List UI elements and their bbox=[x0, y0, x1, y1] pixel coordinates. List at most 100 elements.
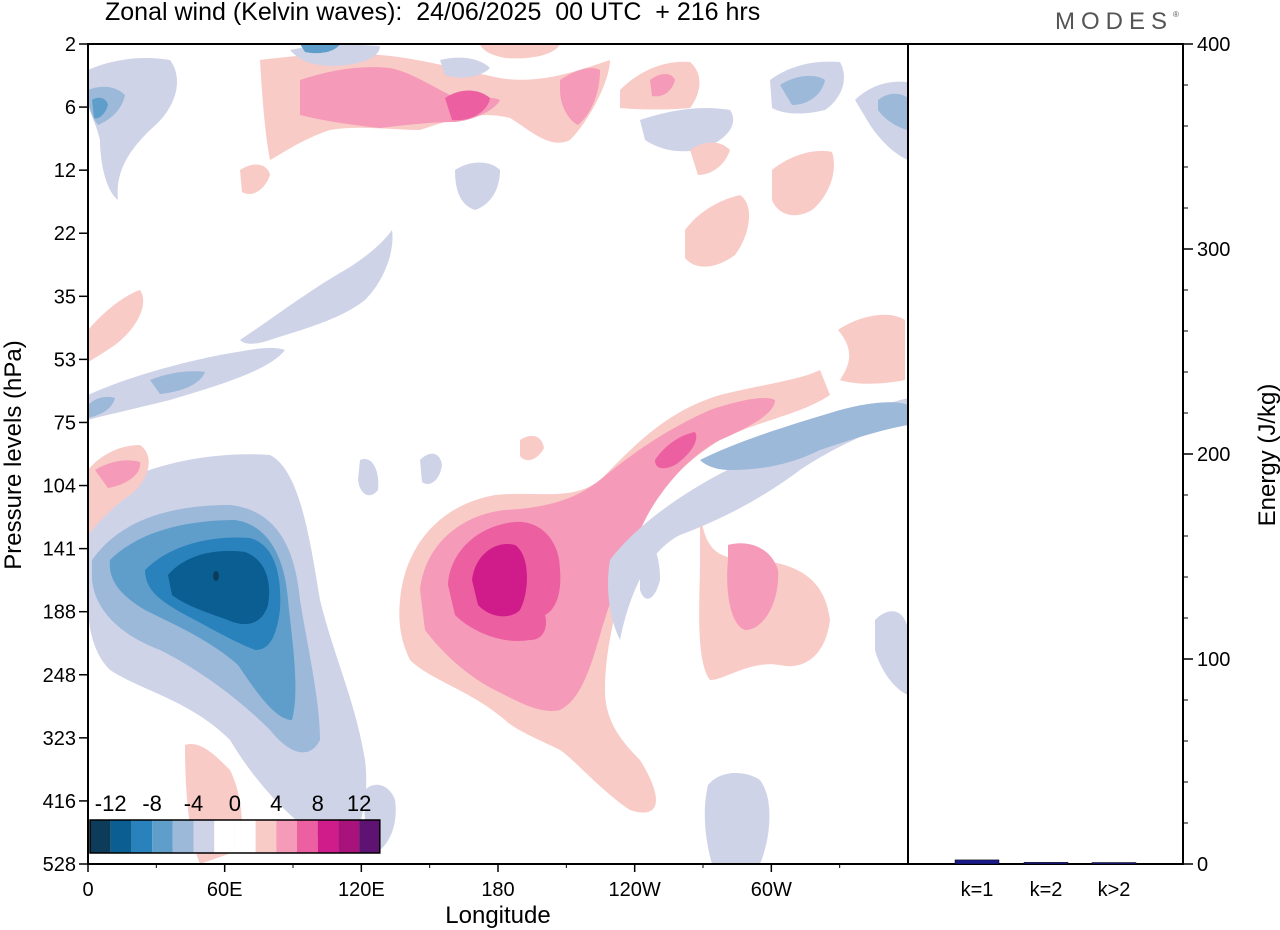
colorbar-label: -8 bbox=[142, 791, 162, 816]
energy-tick-label: 300 bbox=[1197, 239, 1230, 261]
energy-category-label: k=1 bbox=[961, 879, 994, 901]
colorbar-swatch bbox=[317, 820, 339, 853]
y-tick-label: 188 bbox=[43, 602, 76, 624]
y-tick-label: 6 bbox=[65, 97, 76, 119]
x-tick-label: 120E bbox=[338, 879, 385, 901]
contour-region-25 bbox=[838, 314, 905, 384]
x-tick-label: 0 bbox=[82, 879, 93, 901]
colorbar-label: 0 bbox=[229, 791, 241, 816]
contour-region-23 bbox=[88, 396, 115, 418]
contour-region-43 bbox=[440, 57, 490, 78]
y-tick-label: 2 bbox=[65, 34, 76, 56]
contour-region-49 bbox=[240, 230, 393, 344]
colorbar-label: 4 bbox=[270, 791, 282, 816]
brand-text: MODES bbox=[1055, 8, 1174, 35]
contour-field bbox=[88, 44, 908, 864]
y-tick-label: 22 bbox=[54, 223, 76, 245]
contour-region-39 bbox=[878, 93, 908, 130]
contour-region-12 bbox=[727, 543, 779, 630]
contour-region-9 bbox=[472, 544, 527, 617]
contour-region-31 bbox=[445, 90, 490, 121]
contour-region-37 bbox=[780, 75, 825, 105]
colorbar-swatch bbox=[90, 820, 111, 853]
contour-region-48 bbox=[240, 164, 270, 195]
contour-region-22 bbox=[150, 371, 205, 394]
pressure-axis: 2 6 12 22 35 53 75 104 141 188 248 323 416 528 bbox=[43, 34, 88, 876]
colorbar-label: 8 bbox=[312, 791, 324, 816]
colorbar-swatch bbox=[110, 820, 132, 853]
energy-axis: 0 100 200 300 400 bbox=[1183, 34, 1230, 876]
energy-category-label: k=2 bbox=[1030, 879, 1063, 901]
modes-logo: MODES® bbox=[1055, 8, 1179, 36]
energy-bar-k=2 bbox=[1023, 862, 1069, 865]
x-tick-label: 120W bbox=[609, 879, 661, 901]
contour-region-14 bbox=[700, 402, 908, 470]
colorbar-swatch bbox=[338, 820, 360, 853]
colorbar: -12 -8 -4 0 4 8 12 bbox=[89, 791, 381, 854]
contour-region-5 bbox=[213, 571, 219, 581]
x-tick-label: 60W bbox=[751, 879, 792, 901]
x-tick-label: 60E bbox=[207, 879, 243, 901]
energy-tick-label: 100 bbox=[1197, 649, 1230, 671]
contour-region-41 bbox=[300, 44, 340, 54]
contour-region-42 bbox=[480, 44, 560, 59]
contour-region-28 bbox=[92, 97, 108, 119]
chart-title: Zonal wind (Kelvin waves): 24/06/2025 00… bbox=[105, 0, 761, 26]
contour-region-35 bbox=[640, 108, 734, 152]
contour-region-50 bbox=[420, 453, 442, 485]
y-tick-label: 53 bbox=[54, 349, 76, 371]
energy-bar-k=1 bbox=[954, 859, 1000, 865]
y-axis-label: Pressure levels (hPa) bbox=[0, 340, 27, 569]
y-tick-label: 12 bbox=[54, 160, 76, 182]
contour-region-44 bbox=[685, 195, 750, 267]
contour-region-47 bbox=[455, 162, 500, 210]
colorbar-swatch bbox=[255, 820, 277, 853]
colorbar-label: -12 bbox=[95, 791, 127, 816]
colorbar-swatch bbox=[152, 820, 173, 853]
colorbar-swatch bbox=[297, 820, 318, 853]
contour-region-51 bbox=[358, 459, 379, 496]
energy-bars: k=1 k=2 k>2 bbox=[954, 859, 1137, 901]
y-tick-label: 323 bbox=[43, 728, 76, 750]
y-tick-label: 104 bbox=[43, 476, 76, 498]
contour-region-45 bbox=[772, 150, 834, 216]
energy-category-label: k>2 bbox=[1098, 879, 1131, 901]
energy-panel-frame bbox=[907, 43, 1184, 865]
contour-region-32 bbox=[560, 68, 600, 125]
colorbar-frame bbox=[89, 819, 381, 854]
colorbar-swatch bbox=[276, 820, 297, 853]
contour-region-16 bbox=[875, 611, 908, 695]
contour-region-4 bbox=[168, 550, 270, 625]
energy-tick-label: 200 bbox=[1197, 444, 1230, 466]
energy-tick-label: 400 bbox=[1197, 34, 1230, 56]
y-tick-label: 248 bbox=[43, 665, 76, 687]
x-tick-label: 180 bbox=[481, 879, 514, 901]
contour-region-20 bbox=[95, 460, 141, 488]
contour-region-24 bbox=[88, 290, 144, 362]
contour-region-53 bbox=[520, 435, 544, 461]
colorbar-swatch bbox=[172, 820, 194, 853]
colorbar-swatch bbox=[234, 820, 256, 853]
contour-region-15 bbox=[704, 773, 770, 864]
contour-region-10 bbox=[655, 432, 697, 469]
energy-bar-k>2 bbox=[1091, 862, 1137, 865]
colorbar-swatch bbox=[214, 820, 235, 853]
colorbar-swatch bbox=[131, 820, 153, 853]
y-tick-label: 528 bbox=[43, 854, 76, 876]
contour-region-46 bbox=[690, 142, 730, 175]
colorbar-label: -4 bbox=[184, 791, 204, 816]
y-tick-label: 75 bbox=[54, 412, 76, 434]
contour-region-34 bbox=[650, 74, 675, 97]
contour-region-26 bbox=[88, 58, 178, 200]
contour-region-52 bbox=[640, 539, 660, 599]
energy-axis-label: Energy (J/kg) bbox=[1254, 384, 1280, 527]
colorbar-swatch bbox=[193, 820, 215, 853]
brand-mark: ® bbox=[1173, 10, 1179, 19]
colorbar-swatch bbox=[359, 820, 380, 853]
energy-tick-label: 0 bbox=[1197, 854, 1208, 876]
y-tick-label: 416 bbox=[43, 791, 76, 813]
longitude-axis: 0 60E 120E 180 120W 60W bbox=[82, 863, 908, 901]
y-tick-label: 141 bbox=[43, 539, 76, 561]
y-tick-label: 35 bbox=[54, 286, 76, 308]
